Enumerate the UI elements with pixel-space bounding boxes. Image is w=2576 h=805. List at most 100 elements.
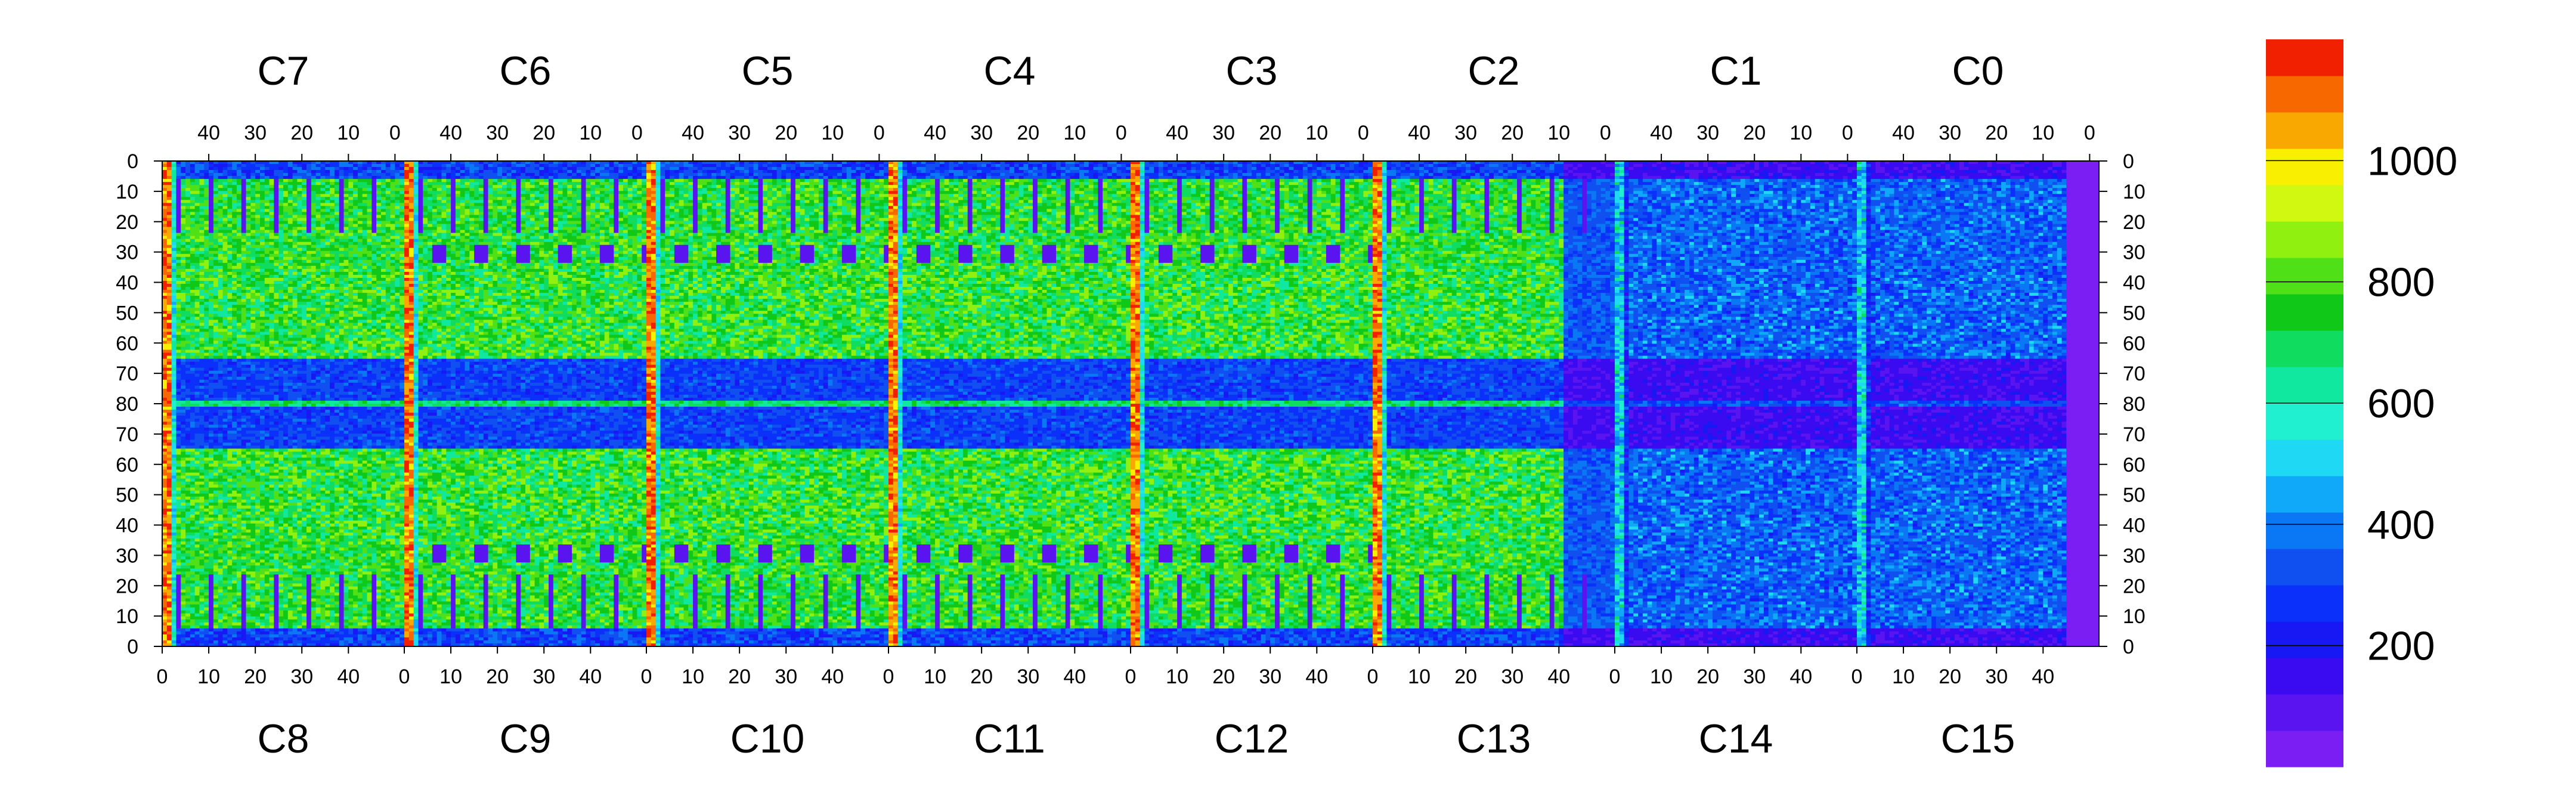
heatmap-cell-run — [875, 173, 884, 177]
heatmap-cell-run — [363, 170, 367, 174]
heatmap-cell-run — [642, 179, 646, 182]
heatmap-cell-run — [633, 167, 637, 171]
heatmap-cell-run — [1298, 179, 1303, 182]
heatmap-cell-run — [348, 176, 353, 179]
heatmap-cell-run — [446, 179, 451, 182]
heatmap-cell-run — [917, 176, 926, 179]
heatmap-cell-run — [581, 173, 586, 177]
heatmap-cell-run — [1191, 179, 1196, 182]
heatmap-cell-run — [278, 167, 283, 171]
heatmap-cell-run — [1140, 167, 1145, 171]
heatmap-cell-run — [237, 173, 242, 177]
heatmap-cell-run — [1275, 179, 1280, 182]
heatmap-cell-run — [1368, 176, 1373, 179]
heatmap-cell-run — [1177, 164, 1191, 168]
heatmap-cell-run — [730, 179, 735, 182]
heatmap-cell-run — [1857, 173, 1862, 177]
heatmap-cell-run — [1787, 176, 1792, 179]
heatmap-cell-run — [618, 179, 623, 182]
heatmap-cell-run — [1722, 179, 1727, 182]
heatmap-cell-run — [953, 176, 958, 179]
heatmap-cell-run — [907, 179, 912, 182]
heatmap-cell-run — [1270, 179, 1275, 182]
heatmap-cell-run — [637, 179, 642, 182]
heatmap-cell-run — [590, 167, 595, 171]
heatmap-cell-run — [558, 176, 572, 179]
heatmap-cell-run — [1410, 173, 1414, 177]
heatmap-cell-run — [1918, 176, 1927, 179]
heatmap-cell-run — [1419, 167, 1424, 171]
heatmap-cell-run — [823, 164, 828, 168]
heatmap-cell-run — [181, 176, 185, 179]
heatmap-cell-run — [600, 164, 605, 168]
heatmap-cell-run — [767, 164, 777, 168]
heatmap-cell-run — [665, 164, 684, 168]
heatmap-cell-run — [660, 164, 665, 168]
heatmap-cell-run — [432, 179, 437, 182]
heatmap-cell-run — [614, 164, 618, 168]
heatmap-cell-run — [1545, 176, 1550, 179]
heatmap-cell-run — [735, 170, 739, 174]
heatmap-cell-run — [1596, 179, 1611, 182]
heatmap-cell-run — [311, 173, 316, 177]
heatmap-cell-run — [879, 176, 884, 179]
heatmap-cell-run — [1550, 167, 1555, 171]
heatmap-cell-run — [870, 176, 875, 179]
heatmap-cell-run — [930, 176, 935, 179]
heatmap-cell-run — [1284, 179, 1294, 182]
heatmap-cell-run — [665, 176, 670, 179]
heatmap-cell-run — [884, 179, 888, 182]
heatmap-cell-run — [1927, 176, 1931, 179]
heatmap-cell-run — [1401, 176, 1410, 179]
heatmap-cell-run — [521, 173, 525, 177]
heatmap-cell-run — [953, 173, 963, 177]
heatmap-cell-run — [1950, 167, 1959, 171]
heatmap-cell-run — [1806, 167, 1810, 171]
heatmap-cell-run — [1992, 176, 2001, 179]
heatmap-cell-run — [400, 164, 404, 168]
heatmap-cell-run — [185, 167, 190, 171]
heatmap-cell-run — [1066, 179, 1070, 182]
heatmap-cell-run — [1764, 176, 1769, 179]
heatmap-cell-run — [1480, 170, 1485, 174]
heatmap-cell-run — [656, 167, 661, 171]
heatmap-cell-run — [870, 164, 875, 168]
heatmap-cell-run — [595, 167, 605, 171]
heatmap-cell-run — [777, 179, 782, 182]
heatmap-cell-run — [902, 176, 907, 179]
heatmap-cell-run — [1215, 179, 1219, 182]
heatmap-cell-run — [884, 170, 888, 174]
heatmap-cell-run — [721, 170, 726, 174]
heatmap-cell-run — [1368, 179, 1373, 182]
heatmap-cell-run — [1992, 167, 1996, 171]
heatmap-cell-run — [227, 167, 232, 171]
heatmap-cell-run — [1507, 170, 1517, 174]
heatmap-cell-run — [739, 170, 744, 174]
heatmap-cell-run — [1112, 170, 1117, 174]
heatmap-cell-run — [758, 164, 763, 168]
heatmap-cell-run — [1433, 176, 1448, 179]
heatmap-cell-run — [395, 167, 400, 171]
heatmap-cell-run — [1945, 170, 1950, 174]
heatmap-cell-run — [749, 167, 754, 171]
heatmap-cell-run — [395, 176, 404, 179]
heatmap-cell-run — [1601, 170, 1615, 174]
heatmap-cell-run — [1117, 170, 1122, 174]
heatmap-cell-run — [1559, 173, 1563, 177]
heatmap-cell-run — [2006, 167, 2011, 171]
heatmap-cell-run — [1699, 179, 1708, 182]
heatmap-cell-run — [1540, 167, 1550, 171]
heatmap-cell-run — [1224, 176, 1228, 179]
heatmap-cell-run — [567, 179, 572, 182]
heatmap-cell-run — [1345, 179, 1349, 182]
heatmap-cell-run — [1494, 176, 1503, 179]
heatmap-cell-run — [1736, 173, 1741, 177]
heatmap-cell-run — [925, 170, 930, 174]
heatmap-cell-run — [1215, 176, 1224, 179]
heatmap-cell-run — [716, 173, 721, 177]
heatmap-cell-run — [1187, 179, 1191, 182]
heatmap-cell-run — [185, 173, 190, 177]
heatmap-cell-run — [1968, 167, 1983, 171]
heatmap-cell-run — [1442, 173, 1452, 177]
heatmap-cell-run — [1182, 179, 1187, 182]
